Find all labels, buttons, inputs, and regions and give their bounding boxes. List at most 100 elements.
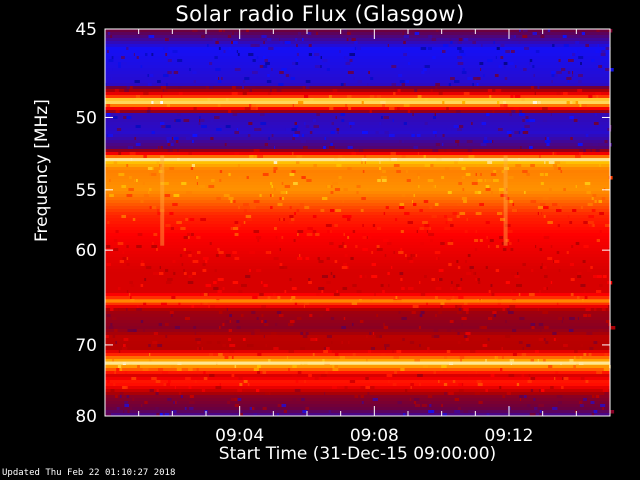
spectrum-streak: [149, 74, 154, 78]
spectrum-streak: [489, 95, 492, 99]
spectrum-streak: [511, 290, 513, 294]
spectrum-row: [105, 143, 610, 147]
spectrum-streak: [515, 164, 522, 168]
spectrum-streak: [169, 212, 174, 216]
spectrum-streak: [152, 242, 154, 246]
spectrum-streak: [501, 347, 503, 351]
spectrum-streak: [345, 104, 348, 108]
spectrum-streak: [211, 179, 215, 183]
spectrum-streak: [497, 302, 501, 306]
spectrum-streak: [604, 140, 608, 144]
spectrum-row: [105, 341, 610, 345]
spectrum-streak: [579, 404, 584, 408]
spectrum-row: [105, 392, 610, 396]
spectrum-row: [105, 227, 610, 231]
spectrum-streak: [297, 257, 303, 261]
spectrum-streak: [135, 95, 141, 99]
spectrum-streak: [456, 215, 460, 219]
spectrum-streak: [504, 224, 511, 228]
spectrum-streak: [458, 383, 462, 387]
spectrum-row: [105, 137, 610, 141]
spectrum-streak: [187, 281, 194, 285]
spectrum-streak: [253, 149, 260, 153]
spectrum-streak: [435, 134, 437, 138]
spectrum-streak: [315, 233, 320, 237]
spectrum-streak: [321, 290, 324, 294]
spectrum-streak: [304, 95, 309, 99]
spectrum-streak: [410, 386, 412, 390]
spectrum-streak: [504, 167, 510, 171]
spectrum-streak: [279, 71, 284, 75]
spectrum-streak: [467, 77, 473, 81]
spectrum-streak: [449, 320, 454, 324]
spectrum-streak: [588, 224, 591, 228]
spectrum-streak: [384, 131, 389, 135]
spectrum-streak: [596, 29, 600, 33]
spectrum-row: [105, 338, 610, 342]
spectrum-streak: [218, 47, 221, 51]
spectrum-streak: [502, 395, 506, 399]
spectrum-streak: [525, 116, 529, 120]
spectrum-streak: [514, 131, 519, 135]
spectrum-streak: [330, 131, 335, 135]
spectrum-streak: [325, 308, 330, 312]
spectrum-streak: [326, 350, 332, 354]
spectrum-row: [105, 134, 610, 138]
spectrum-streak: [146, 110, 150, 114]
spectrum-streak: [492, 110, 495, 114]
spectrum-streak: [166, 383, 170, 387]
spectrum-streak: [334, 365, 338, 369]
spectrum-streak: [132, 218, 136, 222]
spectrum-streak: [541, 263, 543, 267]
spectrum-streak: [601, 197, 606, 201]
spectrum-streak: [366, 236, 368, 240]
spectrum-row: [105, 74, 610, 78]
spectrum-streak: [332, 368, 339, 372]
spectrum-streak: [424, 224, 430, 228]
spectrum-row: [105, 257, 610, 261]
spectrum-streak: [106, 104, 111, 108]
spectrum-streak: [196, 236, 201, 240]
spectrum-streak: [592, 194, 597, 198]
spectrum-streak: [330, 317, 335, 321]
spectrum-streak: [508, 134, 512, 138]
spectrum-streak: [495, 356, 499, 360]
spectrum-streak: [346, 38, 349, 42]
spectrum-streak: [136, 305, 139, 309]
spectrum-streak: [249, 251, 255, 255]
spectrum-streak: [463, 38, 469, 42]
spectrum-streak: [338, 245, 343, 249]
spectrum-streak: [181, 182, 187, 186]
spectrum-streak: [342, 200, 344, 204]
spectrum-row: [105, 188, 610, 192]
spectrum-streak: [596, 371, 602, 375]
spectrum-streak: [529, 59, 533, 63]
spectrum-streak: [309, 314, 313, 318]
spectrum-streak: [472, 41, 476, 45]
spectrum-streak: [396, 170, 401, 174]
spectrum-streak: [458, 308, 462, 312]
spectrum-streak: [305, 407, 310, 411]
spectrum-row: [105, 107, 610, 111]
spectrum-streak: [113, 248, 119, 252]
spectrum-streak: [234, 224, 241, 228]
spectrum-streak: [430, 164, 434, 168]
spectrum-streak: [399, 203, 405, 207]
spectrum-row: [105, 152, 610, 156]
spectrum-streak: [361, 197, 366, 201]
spectrum-streak: [577, 296, 580, 300]
spectrum-streak: [571, 74, 574, 78]
spectrum-streak: [167, 149, 173, 153]
spectrum-streak: [257, 365, 261, 369]
y-tick-label: 60: [75, 241, 97, 261]
spectrum-streak: [546, 137, 550, 141]
spectrum-streak: [293, 182, 298, 186]
spectrum-streak: [463, 92, 470, 96]
spectrum-streak: [351, 152, 357, 156]
spectrum-streak: [206, 341, 212, 345]
spectrum-streak: [218, 29, 222, 33]
spectrum-streak: [200, 218, 206, 222]
spectrum-streak: [129, 152, 136, 156]
spectrum-streak: [600, 53, 606, 57]
